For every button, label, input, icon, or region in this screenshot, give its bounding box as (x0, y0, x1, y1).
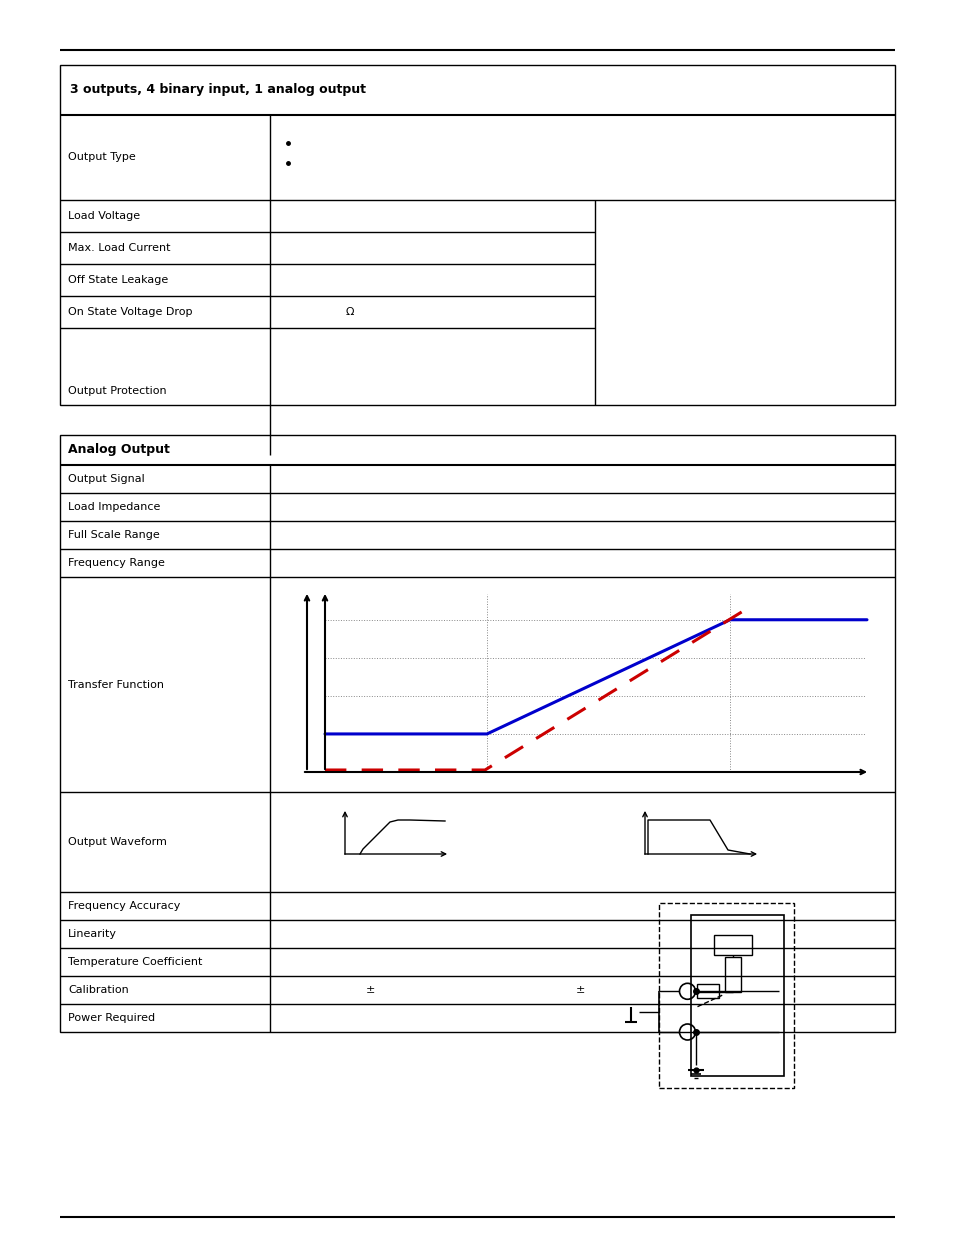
Text: ±: ± (575, 986, 584, 995)
Text: On State Voltage Drop: On State Voltage Drop (68, 308, 193, 317)
Bar (724, 956, 740, 992)
Text: ±: ± (365, 986, 375, 995)
Text: Output Waveform: Output Waveform (68, 837, 167, 847)
Text: 3 outputs, 4 binary input, 1 analog output: 3 outputs, 4 binary input, 1 analog outp… (70, 84, 366, 96)
Text: Transfer Function: Transfer Function (68, 679, 164, 689)
Text: Analog Output: Analog Output (68, 443, 170, 457)
Bar (691, 914, 783, 1076)
Text: Linearity: Linearity (68, 929, 117, 939)
Text: Frequency Accuracy: Frequency Accuracy (68, 902, 180, 911)
Text: Output Protection: Output Protection (68, 387, 167, 396)
Bar (60, 435, 894, 1032)
Text: Output Signal: Output Signal (68, 474, 145, 484)
Text: Output Type: Output Type (68, 152, 135, 163)
Text: Power Required: Power Required (68, 1013, 155, 1023)
Bar (713, 935, 751, 955)
Bar (60, 65, 894, 405)
Text: Off State Leakage: Off State Leakage (68, 275, 168, 285)
Text: Temperature Coefficient: Temperature Coefficient (68, 957, 202, 967)
Text: Max. Load Current: Max. Load Current (68, 243, 171, 253)
Text: Calibration: Calibration (68, 986, 129, 995)
Text: Ω: Ω (345, 308, 354, 317)
Bar (659, 903, 794, 1088)
Bar (697, 984, 719, 998)
Text: Load Impedance: Load Impedance (68, 501, 160, 513)
Text: Full Scale Range: Full Scale Range (68, 530, 159, 540)
Text: Load Voltage: Load Voltage (68, 211, 140, 221)
Text: Frequency Range: Frequency Range (68, 558, 165, 568)
